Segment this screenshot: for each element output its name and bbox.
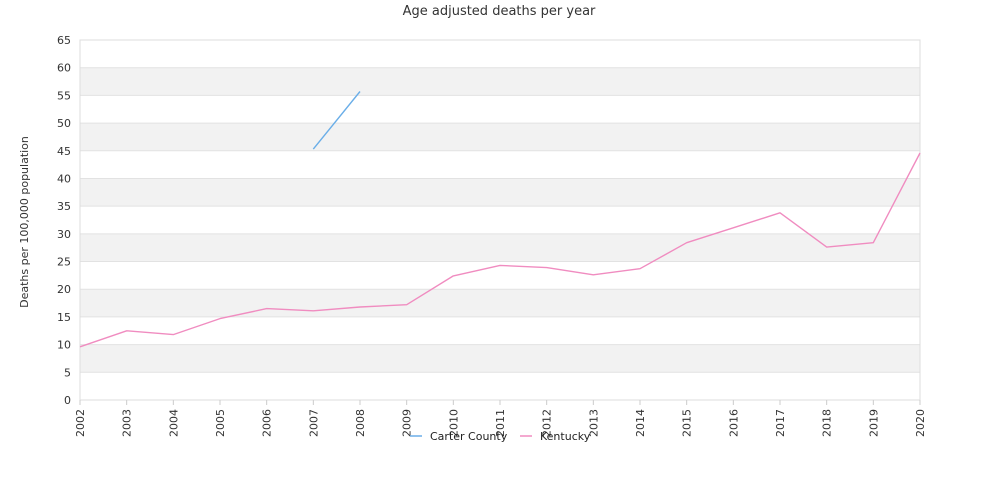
x-tick-label: 2015 [681,409,694,437]
grid-band [80,123,920,151]
x-tick-label: 2006 [261,409,274,437]
grid-band [80,344,920,373]
grid-band [80,233,920,262]
x-tick-label: 2007 [307,409,320,437]
y-tick-label: 10 [57,339,71,352]
series-line-carter-county [312,91,361,150]
y-axis-ticks: 0 5 10 15 20 25 30 35 40 45 50 55 60 65 [57,34,71,407]
x-tick-label: 2003 [121,409,134,437]
y-tick-label: 35 [57,200,71,213]
x-tick-label: 2011 [494,409,507,437]
grid-band [80,289,920,317]
y-tick-label: 60 [57,62,71,75]
x-tick-label: 2004 [167,409,180,437]
legend: Carter County Kentucky [410,430,591,443]
legend-label: Kentucky [540,430,591,443]
chart-title: Age adjusted deaths per year [403,4,596,19]
series-line-kentucky [79,152,921,348]
legend-item-carter-county: Carter County [410,430,508,443]
y-tick-label: 55 [57,89,71,102]
x-axis-ticks: 2002 2003 2004 2005 2006 2007 2008 2009 2010 2011… [74,400,927,437]
legend-label: Carter County [430,430,508,443]
y-tick-label: 5 [64,366,71,379]
y-tick-label: 45 [57,145,71,158]
x-tick-label: 2008 [354,409,367,437]
x-tick-label: 2017 [774,409,787,437]
grid-band [80,178,920,207]
x-tick-label: 2002 [74,409,87,437]
x-tick-label: 2010 [447,409,460,437]
x-tick-label: 2014 [634,409,647,437]
y-axis-label: Deaths per 100,000 population [18,136,31,308]
x-tick-label: 2005 [214,409,227,437]
series-lines [79,91,921,348]
y-tick-label: 50 [57,117,71,130]
grid-band [80,67,920,96]
legend-item-kentucky: Kentucky [520,430,591,443]
x-tick-label: 2019 [867,409,880,437]
y-tick-label: 0 [64,394,71,407]
x-tick-label: 2020 [914,409,927,437]
x-tick-label: 2018 [821,409,834,437]
y-tick-label: 65 [57,34,71,47]
y-tick-label: 20 [57,283,71,296]
y-tick-label: 25 [57,256,71,269]
plot-bands [80,67,920,373]
x-tick-label: 2013 [587,409,600,437]
y-tick-label: 30 [57,228,71,241]
x-tick-label: 2016 [727,409,740,437]
x-tick-label: 2012 [541,409,554,437]
y-tick-label: 40 [57,172,71,185]
y-tick-label: 15 [57,311,71,324]
x-tick-label: 2009 [401,409,414,437]
